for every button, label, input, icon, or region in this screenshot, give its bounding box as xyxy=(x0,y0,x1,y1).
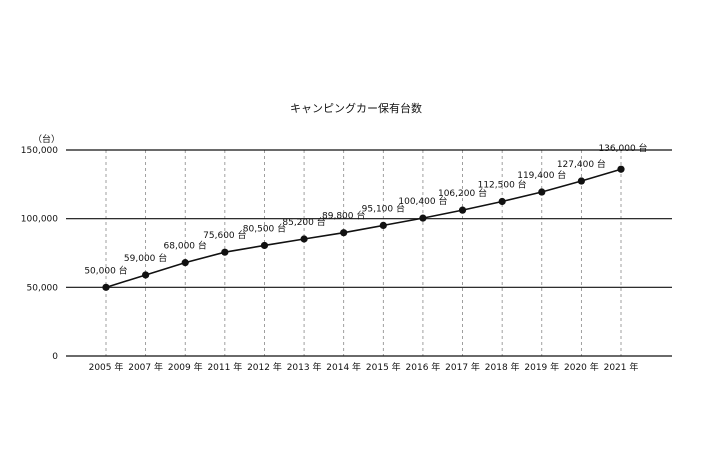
x-tick-label: 2018 年 xyxy=(485,361,520,373)
series-layer xyxy=(102,165,625,291)
data-point xyxy=(458,206,467,214)
data-label: 68,000 台 xyxy=(164,240,207,252)
x-tick-label: 2007 年 xyxy=(128,361,163,373)
y-tick-label: 150,000 xyxy=(21,146,58,156)
data-point xyxy=(221,248,229,256)
data-label: 127,400 台 xyxy=(557,158,606,170)
data-label: 80,500 台 xyxy=(243,222,286,234)
x-tick-label: 2005 年 xyxy=(89,361,124,373)
data-label: 136,000 台 xyxy=(598,142,647,154)
x-tick-label: 2020 年 xyxy=(564,361,599,373)
data-label: 119,400 台 xyxy=(517,169,566,181)
data-point xyxy=(498,197,506,206)
x-tick-label: 2017 年 xyxy=(445,361,480,373)
series-line xyxy=(105,168,622,289)
data-label: 95,100 台 xyxy=(362,202,405,214)
data-label: 50,000 台 xyxy=(84,264,127,276)
data-label: 59,000 台 xyxy=(124,252,167,264)
data-point xyxy=(419,214,427,222)
data-point xyxy=(379,221,387,229)
data-label: 89,800 台 xyxy=(322,210,365,222)
data-label: 75,600 台 xyxy=(203,229,246,241)
data-point xyxy=(181,259,189,267)
data-labels: 50,000 台59,000 台68,000 台75,600 台80,500 台… xyxy=(84,142,647,276)
x-tick-label: 2009 年 xyxy=(168,361,203,373)
data-point xyxy=(260,241,269,250)
data-point xyxy=(577,177,585,185)
x-tick-label: 2013 年 xyxy=(287,361,322,373)
y-unit-label: （台） xyxy=(33,133,60,145)
x-tick-label: 2021 年 xyxy=(604,361,639,373)
data-label: 106,200 台 xyxy=(438,187,487,199)
x-tick-label: 2016 年 xyxy=(406,361,441,373)
axis-labels: 0 50,000 100,000 150,000 2005 年 2007 年 2009 年 2… xyxy=(21,146,639,373)
y-tick-label: 0 xyxy=(52,352,58,362)
x-tick-label: 2012 年 xyxy=(247,361,282,373)
data-point xyxy=(538,188,546,196)
data-label: 112,500 台 xyxy=(478,179,527,191)
chart-title: キャンピングカー保有台数 xyxy=(290,101,422,115)
data-point xyxy=(300,235,308,243)
data-point xyxy=(142,271,150,279)
data-point xyxy=(340,229,348,237)
x-tick-label: 2019 年 xyxy=(524,361,559,373)
data-label: 100,400 台 xyxy=(398,195,447,207)
x-tick-label: 2014 年 xyxy=(326,361,361,373)
data-point xyxy=(102,283,110,291)
y-tick-label: 100,000 xyxy=(21,215,58,225)
x-tick-label: 2015 年 xyxy=(366,361,401,373)
y-tick-label: 50,000 xyxy=(27,283,59,293)
data-point xyxy=(617,165,625,173)
data-label: 85,200 台 xyxy=(282,216,325,228)
x-tick-label: 2011 年 xyxy=(207,361,242,373)
